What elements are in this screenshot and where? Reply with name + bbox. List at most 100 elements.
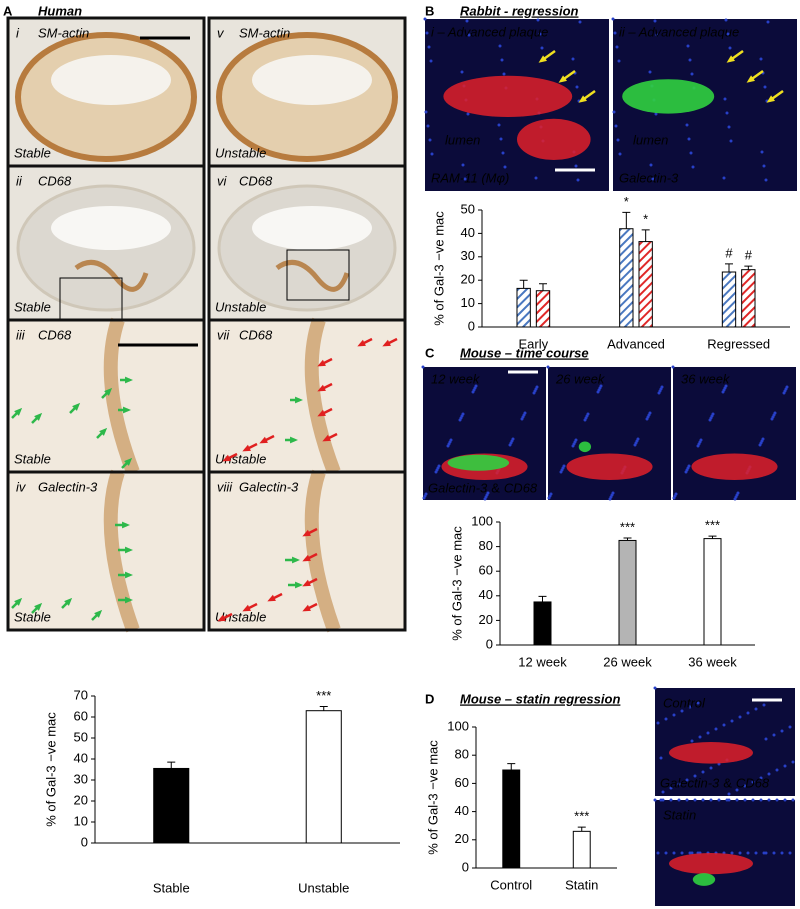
image-region: lumen: [633, 132, 668, 147]
x-tick-label: Statin: [565, 877, 598, 892]
panel-title: Rabbit - regression: [460, 3, 579, 18]
histology-image: [6, 317, 206, 475]
error-bar: [623, 537, 632, 541]
significance-label: ***: [574, 809, 589, 824]
fluorescence-image: [611, 17, 797, 191]
image-stain: CD68: [38, 173, 72, 188]
y-tick-label: 70: [74, 687, 88, 702]
error-bar: [167, 761, 176, 769]
bar: [618, 539, 637, 646]
y-tick-label: 100: [447, 718, 469, 733]
y-tick-label: 60: [479, 563, 493, 578]
image-region: lumen: [445, 132, 480, 147]
image-numeral: iii: [16, 327, 26, 342]
image-plaque: Stable: [14, 145, 51, 160]
bar: [305, 710, 342, 844]
stain-legend: &: [723, 775, 732, 790]
image-stain: Galectin-3: [38, 479, 98, 494]
bar: [741, 269, 756, 328]
histology-image: [6, 164, 206, 329]
error-bar: [577, 826, 586, 832]
image-stain: CD68: [239, 173, 273, 188]
image-numeral: vi: [217, 173, 228, 188]
histology-image: [207, 164, 407, 322]
significance-label: #: [725, 245, 733, 260]
x-tick-label: Advanced: [607, 336, 665, 351]
error-bar: [507, 763, 516, 771]
image-heading: 26 week: [555, 371, 606, 386]
error-bar: [724, 263, 733, 273]
y-tick-label: 60: [455, 775, 469, 790]
panel-title: Mouse – statin regression: [460, 691, 620, 706]
error-bar: [519, 279, 528, 289]
histology-image: [6, 16, 206, 168]
image-heading: i – Advanced plaque: [431, 24, 548, 39]
panel-letter: C: [425, 345, 435, 360]
panel-letter: D: [425, 691, 434, 706]
y-axis-label: % of Gal-3 −ve mac: [43, 712, 58, 827]
histology-image: [207, 469, 407, 633]
y-tick-label: 20: [74, 792, 88, 807]
image-stain: Galectin-3: [619, 170, 679, 185]
error-bar: [319, 706, 328, 711]
image-stain: RAM-11 (Mφ): [431, 170, 509, 185]
fluorescence-image: [653, 686, 795, 796]
bar: [703, 538, 722, 646]
significance-label: *: [624, 194, 629, 209]
image-heading: 12 week: [431, 371, 481, 386]
bar: [619, 228, 634, 328]
image-plaque: Stable: [14, 609, 51, 624]
significance-label: ***: [620, 519, 635, 534]
x-tick-label: Stable: [153, 880, 190, 895]
image-stain: SM-actin: [38, 25, 89, 40]
image-heading: Control: [663, 695, 706, 710]
bar: [533, 601, 552, 646]
image-heading: Statin: [663, 807, 696, 822]
stain-legend: CD68: [504, 480, 538, 495]
stain-legend: CD68: [736, 775, 770, 790]
image-stain: CD68: [38, 327, 72, 342]
x-tick-label: Unstable: [298, 880, 349, 895]
y-tick-label: 60: [74, 708, 88, 723]
panel-letter: B: [425, 3, 434, 18]
image-numeral: iv: [16, 479, 27, 494]
image-stain: Galectin-3: [239, 479, 299, 494]
x-tick-label: 12 week: [518, 654, 567, 669]
y-tick-label: 0: [468, 318, 475, 333]
bar: [572, 830, 591, 869]
panel-title: Human: [38, 3, 82, 18]
significance-label: *: [643, 211, 648, 226]
error-bar: [744, 265, 753, 270]
image-plaque: Unstable: [215, 145, 266, 160]
fluorescence-image: [671, 365, 796, 501]
y-tick-label: 50: [74, 729, 88, 744]
bar: [535, 290, 551, 328]
bar: [502, 769, 521, 869]
bar: [516, 287, 531, 328]
y-tick-label: 0: [486, 636, 493, 651]
image-heading: 36 week: [681, 371, 731, 386]
bar: [153, 767, 190, 844]
y-tick-label: 80: [479, 538, 493, 553]
y-axis-label: % of Gal-3 −ve mac: [425, 740, 440, 855]
y-tick-label: 30: [461, 248, 475, 263]
histology-image: [207, 16, 407, 168]
significance-label: ***: [316, 688, 331, 703]
image-stain: CD68: [239, 327, 273, 342]
image-stain: SM-actin: [239, 25, 290, 40]
y-tick-label: 80: [455, 747, 469, 762]
histology-image: [207, 317, 407, 475]
y-tick-label: 20: [479, 612, 493, 627]
y-tick-label: 0: [462, 859, 469, 874]
image-plaque: Unstable: [215, 609, 266, 624]
stain-legend: Galectin-3: [660, 775, 720, 790]
bar: [721, 271, 737, 328]
panel-letter: A: [3, 3, 13, 18]
stain-legend: &: [491, 480, 500, 495]
image-plaque: Stable: [14, 299, 51, 314]
y-tick-label: 30: [74, 771, 88, 786]
y-axis-label: % of Gal-3 −ve mac: [431, 211, 446, 326]
error-bar: [622, 211, 631, 229]
x-tick-label: 26 week: [603, 654, 652, 669]
bar: [638, 241, 653, 328]
